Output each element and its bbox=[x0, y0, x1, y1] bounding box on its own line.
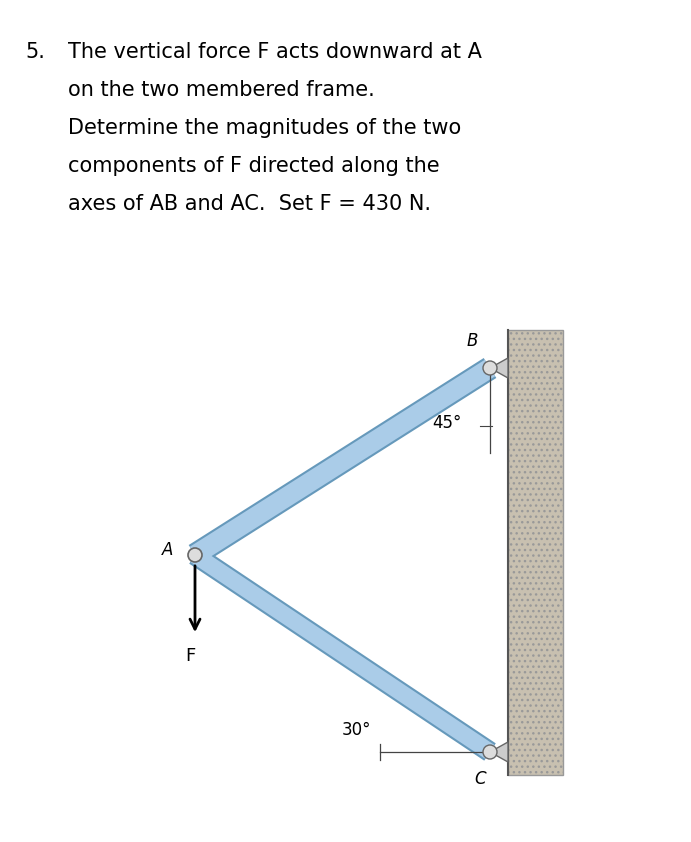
Circle shape bbox=[188, 548, 202, 562]
Bar bbox=[508, 330, 563, 775]
Polygon shape bbox=[490, 742, 508, 762]
Circle shape bbox=[483, 745, 497, 759]
Text: B: B bbox=[466, 332, 478, 350]
Text: 30°: 30° bbox=[342, 721, 372, 739]
Text: 45°: 45° bbox=[432, 414, 462, 432]
Polygon shape bbox=[490, 358, 508, 378]
Circle shape bbox=[483, 361, 497, 375]
Text: F: F bbox=[185, 647, 195, 665]
Text: The vertical force F acts downward at A: The vertical force F acts downward at A bbox=[68, 42, 482, 62]
Text: Determine the magnitudes of the two: Determine the magnitudes of the two bbox=[68, 118, 462, 138]
Text: components of F directed along the: components of F directed along the bbox=[68, 156, 439, 176]
Text: axes of AB and AC.  Set F = 430 N.: axes of AB and AC. Set F = 430 N. bbox=[68, 194, 431, 214]
Text: A: A bbox=[162, 541, 173, 559]
Text: C: C bbox=[474, 770, 486, 788]
Text: 5.: 5. bbox=[25, 42, 45, 62]
Text: on the two membered frame.: on the two membered frame. bbox=[68, 80, 375, 100]
